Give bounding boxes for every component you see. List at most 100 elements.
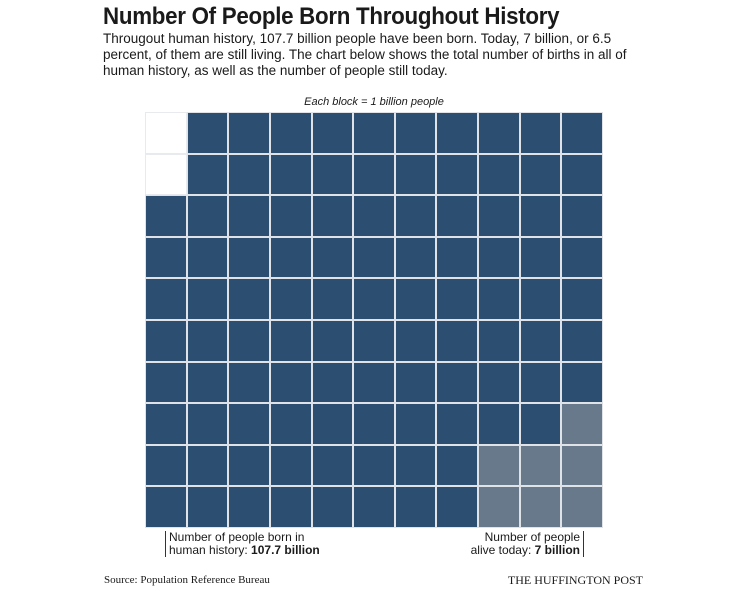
chart-description: Througout human history, 107.7 billion p… [103,31,627,78]
born-block [353,112,395,154]
born-block [145,486,187,528]
born-block [353,195,395,237]
born-block [269,320,312,362]
born-block [436,320,479,362]
born-block [186,236,229,279]
born-block [145,403,187,445]
alive-block [519,486,562,528]
born-block [269,153,312,196]
born-block [186,361,229,404]
born-block [353,403,395,445]
born-label-line2: human history: [169,543,252,557]
born-block [228,153,270,196]
born-block [561,320,603,362]
alive-label-line1: Number of people [484,530,580,544]
born-block [394,236,437,279]
born-block [561,278,603,320]
born-block [519,361,562,404]
born-block [269,112,312,154]
born-block [519,236,562,279]
born-label: Number of people born in human history: … [165,531,320,557]
born-block [311,320,354,362]
born-block [394,403,437,445]
born-block [436,486,479,528]
alive-block [561,444,603,487]
born-block [145,278,187,320]
waffle-grid [145,112,603,528]
born-block [436,153,479,196]
born-block [353,153,395,196]
born-block [478,112,520,154]
born-block [561,236,603,279]
born-block [519,112,562,154]
born-block [561,153,603,196]
born-block [478,403,520,445]
born-block [519,278,562,320]
born-block [228,112,270,154]
empty-block [145,153,187,196]
legend-note: Each block = 1 billion people [304,96,444,108]
born-block [269,278,312,320]
chart-title: Number Of People Born Throughout History [103,3,560,30]
born-block [186,195,229,237]
born-block [561,112,603,154]
born-block [228,486,270,528]
alive-value: 7 billion [534,543,580,557]
born-block [145,236,187,279]
born-block [519,153,562,196]
born-block [436,444,479,487]
born-block [436,236,479,279]
born-block [311,195,354,237]
born-block [269,236,312,279]
born-block [478,195,520,237]
born-block [436,403,479,445]
born-block [228,195,270,237]
empty-block [145,112,187,154]
born-block [394,361,437,404]
born-block [561,195,603,237]
born-block [311,444,354,487]
born-block [311,361,354,404]
born-block [186,320,229,362]
born-block [478,236,520,279]
alive-label: Number of people alive today: 7 billion [471,531,584,557]
born-block [228,278,270,320]
born-block [519,403,562,445]
born-block [394,153,437,196]
born-block [311,278,354,320]
born-block [436,278,479,320]
born-block [394,444,437,487]
born-block [269,403,312,445]
born-block [145,320,187,362]
born-block [269,444,312,487]
alive-block [478,444,520,487]
born-block [394,112,437,154]
born-block [436,361,479,404]
born-block [186,444,229,487]
brand-logo: THE HUFFINGTON POST [507,573,643,587]
alive-block [561,403,603,445]
born-block [269,486,312,528]
born-block [186,486,229,528]
born-block [228,320,270,362]
born-block [436,112,479,154]
born-block [353,278,395,320]
born-block [478,278,520,320]
born-block [228,361,270,404]
born-block [145,444,187,487]
alive-block [561,486,603,528]
born-block [311,486,354,528]
born-block [478,361,520,404]
born-block [186,112,229,154]
born-block [436,195,479,237]
born-block [353,444,395,487]
born-block [145,195,187,237]
born-block [394,320,437,362]
born-value: 107.7 billion [251,543,320,557]
born-block [311,153,354,196]
born-block [228,444,270,487]
born-block [519,195,562,237]
born-block [394,278,437,320]
born-block [228,236,270,279]
born-block [311,112,354,154]
